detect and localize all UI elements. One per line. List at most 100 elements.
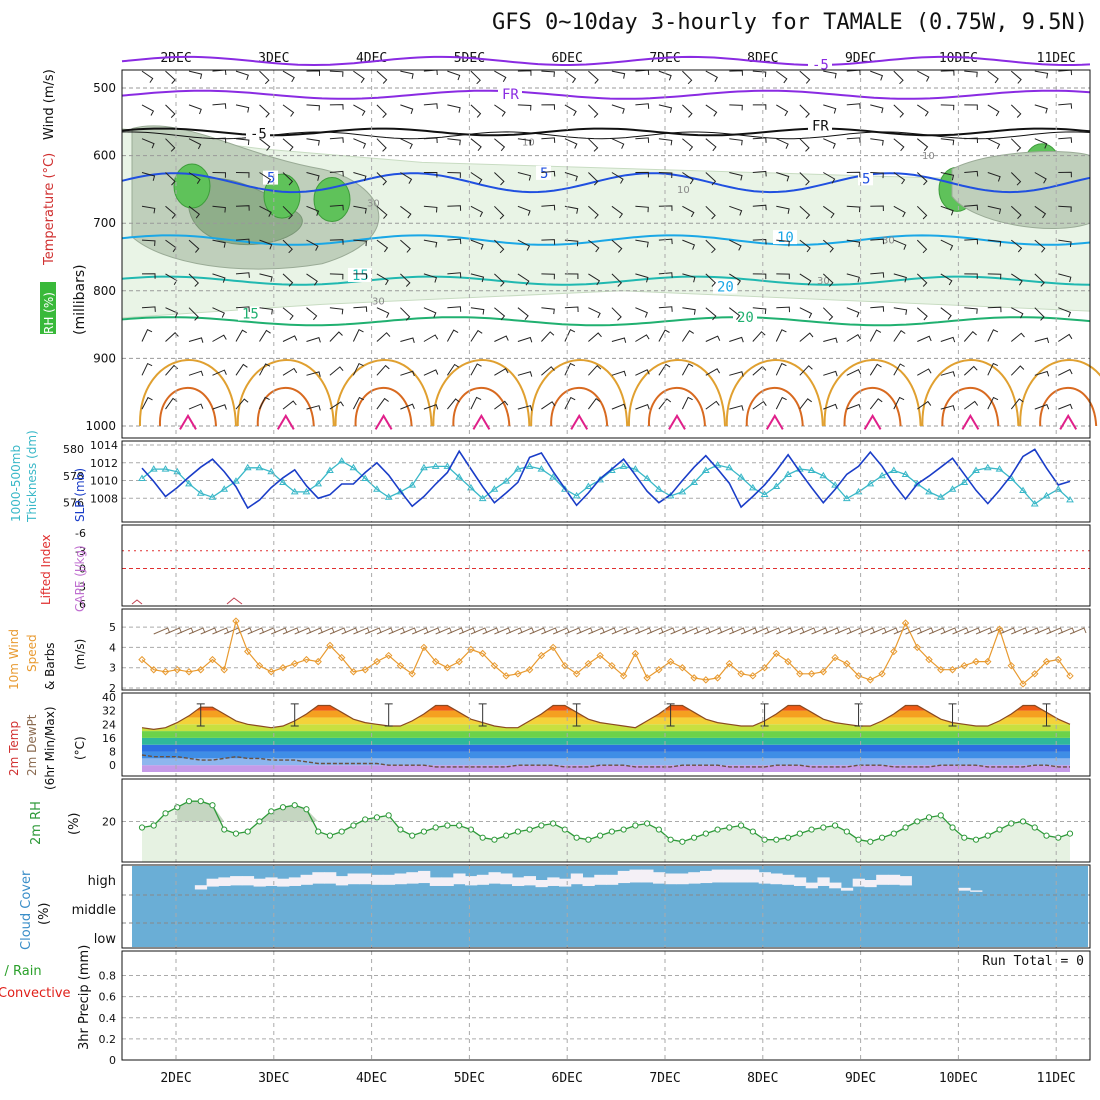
wind-barb (447, 272, 462, 278)
wind10-point (631, 649, 640, 658)
cloud-high-gap (441, 877, 454, 886)
wind-barb (799, 239, 811, 253)
thickness-point (936, 493, 945, 500)
wind-barb (775, 362, 787, 376)
wind10-point (796, 670, 804, 678)
wind10-point (349, 668, 358, 676)
rh2m-point (925, 814, 933, 821)
wind10-barb (1058, 627, 1075, 635)
cloud-high-gap (453, 873, 466, 885)
thickness-point (901, 470, 910, 477)
cloud-high-gap (347, 873, 360, 885)
wind-barb (564, 239, 579, 247)
wind-barb (494, 138, 506, 152)
thickness-point (549, 473, 558, 480)
isotherm-label: 15 (352, 268, 369, 284)
wind10-barb (670, 627, 688, 635)
wind-barb (165, 273, 178, 286)
wind-barb (682, 70, 693, 85)
wind-barb (329, 307, 344, 315)
temp2m-units: (°C) (73, 736, 87, 760)
wind10-axis-label-2: Speed (25, 634, 39, 672)
rh2m-point (1055, 834, 1062, 841)
thickness-axis-label-2: Thickness (dm) (25, 430, 39, 523)
wind-barb (964, 204, 979, 211)
rh-contour-label: 30 (817, 276, 830, 287)
wind-barb (306, 273, 318, 286)
thickness-point (1066, 495, 1074, 503)
rh2m-point (479, 834, 486, 841)
thickness-point (690, 478, 698, 485)
wind-barb (1034, 403, 1050, 410)
wind-barb (494, 70, 507, 83)
panel-border-cloud (121, 864, 1091, 949)
wind-barb (1011, 307, 1024, 319)
wind-barb (235, 329, 247, 342)
isotherm-10 (121, 234, 1091, 246)
isotherm-35-arc (570, 413, 589, 430)
wind-barb (564, 306, 579, 313)
wind-barb (188, 273, 200, 287)
wind-barb (282, 205, 293, 220)
cloud-high-gap (735, 869, 748, 883)
wind-barb (470, 363, 482, 376)
wind-barb (588, 273, 601, 286)
wind-barb (916, 273, 928, 287)
thickness-point (678, 487, 687, 495)
wind-barb (776, 306, 790, 313)
rh-contour-label: 10 (677, 185, 690, 196)
wind10-point (514, 670, 522, 678)
wind-barb (869, 363, 882, 376)
wind-barb (1010, 138, 1022, 152)
wind-barb (1010, 104, 1022, 118)
wind-barb (869, 398, 883, 410)
rh2m-point (1031, 824, 1038, 831)
wind10-barb (329, 627, 347, 635)
cloud-high-gap (970, 890, 983, 892)
wind-barb (682, 273, 696, 283)
wind-barb (259, 172, 272, 185)
wind-barb (282, 104, 295, 117)
thickness-point (361, 474, 370, 481)
wind-barb (987, 273, 1002, 280)
wind-barb (893, 396, 905, 410)
cloud-high-gap (746, 869, 760, 883)
wind10-point (150, 666, 158, 674)
wind-barb (329, 366, 344, 376)
thickness-point (561, 485, 569, 492)
wind-barb (799, 70, 811, 84)
isotherm-35-arc (374, 413, 393, 430)
wind-barb (259, 363, 271, 376)
wind-barb (329, 331, 343, 342)
thickness-point (784, 470, 792, 477)
wind-barb (353, 172, 367, 182)
wind-barb (235, 138, 250, 146)
wind10-barb (917, 627, 934, 635)
wind-barb (987, 329, 999, 342)
wind-barb (799, 104, 810, 118)
cloud-high-gap (793, 877, 807, 886)
wind-barb (541, 104, 555, 110)
wind-barb (212, 273, 226, 283)
wind-barb (447, 70, 461, 81)
thickness-point (525, 462, 534, 469)
wind10-point (490, 661, 499, 670)
wind-barb (964, 104, 978, 110)
rh2m-point (291, 802, 298, 809)
wind10-barb (282, 627, 300, 635)
cloud-high-gap (535, 880, 548, 888)
rh2m-point (256, 818, 263, 825)
wind-barb (306, 307, 318, 321)
wind-barb (893, 70, 904, 85)
wind10-barb (999, 627, 1016, 635)
wind10-point (161, 668, 170, 676)
wind10-barb (153, 627, 171, 635)
cloud-high-gap (840, 887, 854, 891)
wind-barb (588, 172, 599, 186)
thickness-point (995, 465, 1004, 472)
rh2m-units: (%) (67, 813, 82, 836)
wind-barb (940, 172, 955, 181)
wind-barb (611, 205, 623, 219)
wind-barb (940, 336, 956, 343)
thickness-point (243, 463, 252, 471)
